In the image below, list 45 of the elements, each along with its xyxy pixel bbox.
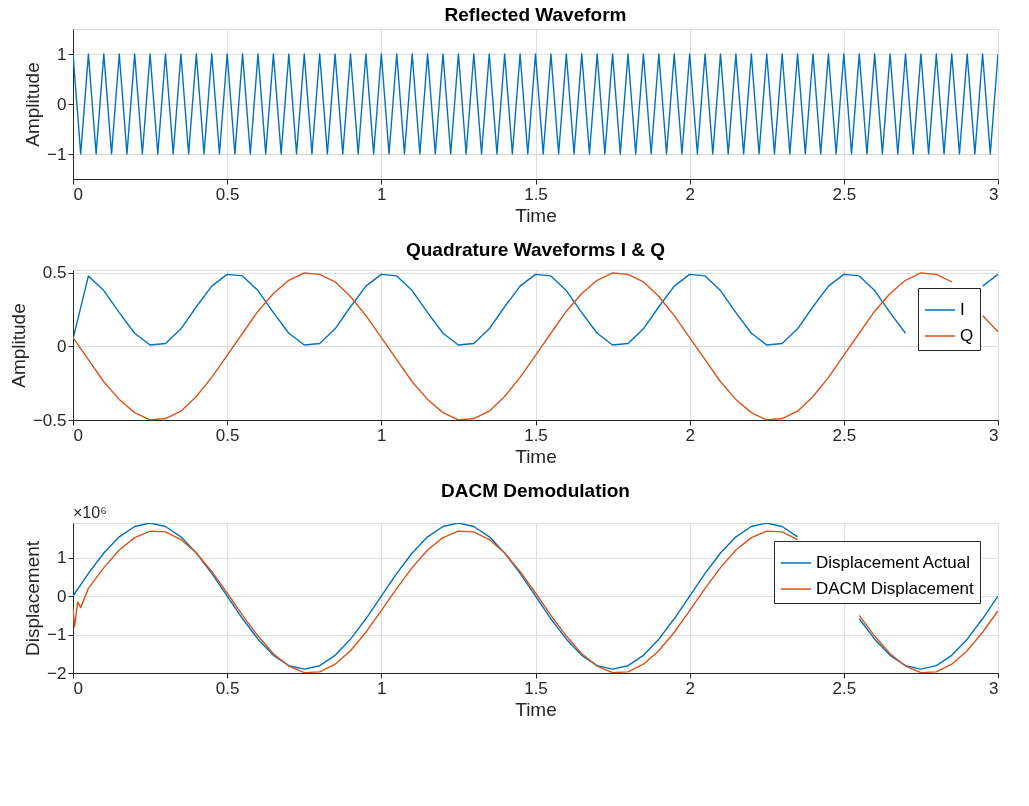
x-axis-title: Time: [515, 445, 557, 467]
x-axis-title: Time: [515, 204, 557, 226]
legend-label: I: [960, 300, 965, 319]
y-axis-title: Amplitude: [7, 303, 29, 388]
chart-title: Reflected Waveform: [444, 4, 627, 25]
x-tick-label: 1: [377, 678, 387, 698]
y-axis-title: Displacement: [22, 540, 44, 657]
y-tick-label: −0.5: [32, 410, 67, 430]
x-tick-label: 2.5: [832, 184, 857, 204]
y-tick-label: 0: [57, 336, 67, 356]
legend-label: Displacement Actual: [816, 553, 971, 572]
x-tick-label: 1: [377, 184, 387, 204]
x-tick-label: 0.5: [215, 184, 240, 204]
x-tick-label: 2.5: [832, 678, 857, 698]
x-axis-title: Time: [515, 698, 557, 720]
x-tick-label: 0.5: [215, 678, 240, 698]
chart-title: DACM Demodulation: [441, 480, 630, 501]
x-tick-label: 3: [989, 678, 999, 698]
x-tick-label: 1.5: [524, 184, 548, 204]
y-tick-label: 0: [57, 586, 67, 606]
y-tick-label: −1: [47, 144, 67, 164]
x-tick-label: 0: [73, 184, 83, 204]
x-tick-label: 1.5: [524, 425, 548, 445]
x-tick-label: 1: [377, 425, 387, 445]
x-tick-label: 3: [989, 184, 999, 204]
y-axis-title: Amplitude: [22, 62, 44, 147]
y-tick-label: −2: [47, 663, 67, 683]
y-tick-label: 0.5: [42, 263, 67, 283]
x-tick-label: 2: [685, 678, 695, 698]
x-tick-label: 0.5: [215, 425, 240, 445]
x-tick-label: 1.5: [524, 678, 548, 698]
x-tick-label: 2: [685, 425, 695, 445]
y-tick-label: 1: [57, 44, 67, 64]
text: ×10⁶: [73, 504, 107, 521]
x-tick-label: 0: [73, 425, 83, 445]
legend-label: DACM Displacement: [816, 579, 975, 598]
y-tick-label: −1: [47, 625, 67, 645]
legend-label: Q: [960, 326, 974, 345]
y-tick-label: 1: [57, 548, 67, 568]
y-tick-label: 0: [57, 94, 67, 114]
x-tick-label: 3: [989, 425, 999, 445]
x-tick-label: 0: [73, 678, 83, 698]
x-tick-label: 2.5: [832, 425, 857, 445]
chart-title: Quadrature Waveforms I & Q: [405, 238, 666, 260]
x-tick-label: 2: [685, 184, 695, 204]
